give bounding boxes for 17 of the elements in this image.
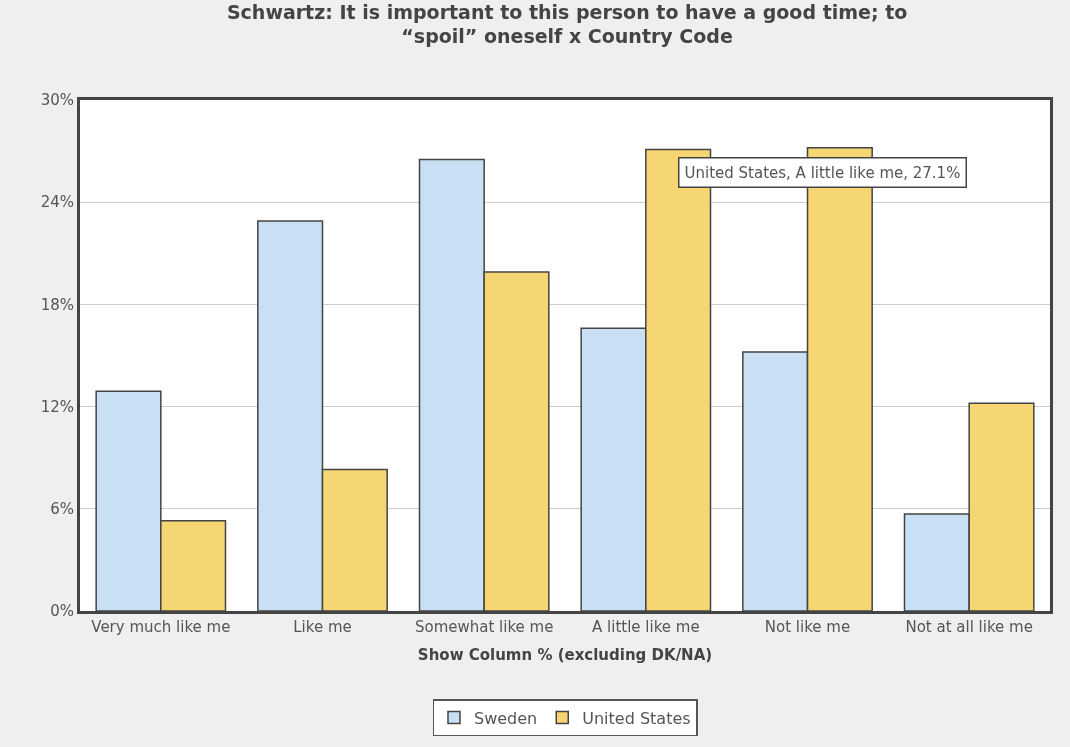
x-tick-label: Not at all like me bbox=[905, 618, 1033, 636]
x-tick-label: Somewhat like me bbox=[414, 618, 554, 636]
annotation: United States, A little like me, 27.1% bbox=[684, 163, 961, 182]
y-tick-label: 18% bbox=[40, 295, 74, 314]
x-tick-label: A little like me bbox=[592, 618, 700, 636]
y-tick-label: 12% bbox=[40, 397, 74, 416]
chart-title: Schwartz: It is important to this person to have a good time; to “spoil” oneself x Country Code bbox=[226, 0, 908, 48]
x-axis-title: Show Column % (excluding DK/NA) bbox=[417, 646, 713, 664]
legend-label: United States bbox=[582, 708, 691, 728]
x-tick-label: Like me bbox=[293, 618, 352, 636]
y-tick-label: 6% bbox=[50, 500, 74, 519]
legend-label: Sweden bbox=[474, 708, 538, 728]
x-tick-label: Not like me bbox=[764, 618, 851, 636]
y-tick-label: 0% bbox=[50, 602, 74, 621]
y-tick-label: 30% bbox=[40, 91, 74, 110]
y-tick-label: 24% bbox=[40, 193, 74, 212]
x-tick-label: Very much like me bbox=[91, 618, 231, 636]
